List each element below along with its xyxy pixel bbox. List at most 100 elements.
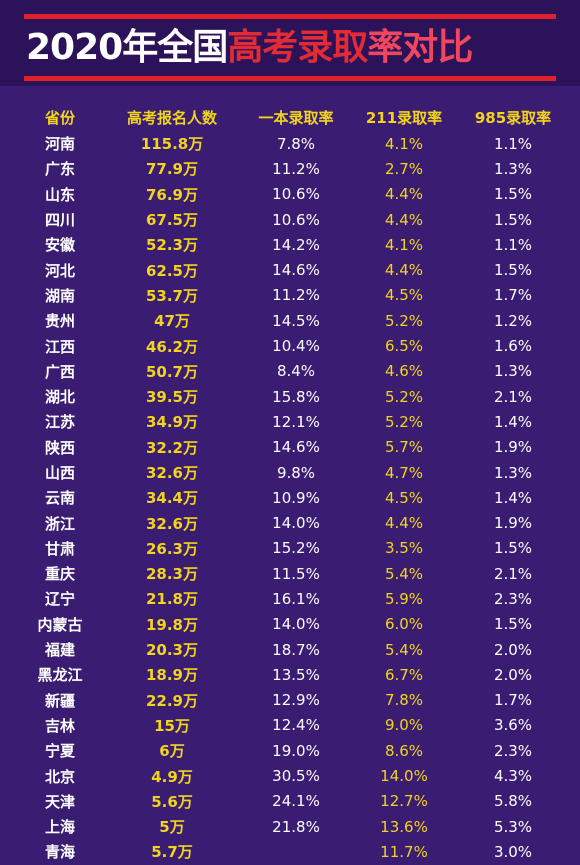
column-header-211-rate: 211录取率	[365, 108, 443, 127]
table-row: 福建 20.3万 18.7% 5.4% 2.0%	[18, 637, 568, 662]
province-cell: 江苏	[44, 413, 75, 432]
applicants-cell: 47万	[154, 312, 190, 331]
table-row: 河北 62.5万 14.6% 4.4% 1.5%	[18, 257, 568, 282]
table-row: 甘肃 26.3万 15.2% 3.5% 1.5%	[18, 536, 568, 561]
province-cell: 甘肃	[44, 539, 75, 558]
table-row: 四川 67.5万 10.6% 4.4% 1.5%	[18, 207, 568, 232]
table-row: 宁夏 6万 19.0% 8.6% 2.3%	[18, 738, 568, 763]
tier1-rate-cell: 14.6%	[272, 261, 320, 280]
title-part-year: 2020年全国	[26, 27, 228, 68]
applicants-cell: 19.8万	[145, 615, 198, 634]
province-cell: 吉林	[44, 716, 75, 735]
tier1-rate-cell: 9.8%	[276, 463, 316, 482]
province-cell: 陕西	[44, 438, 75, 457]
rate-985-cell: 1.5%	[493, 185, 533, 204]
table-row: 湖南 53.7万 11.2% 4.5% 1.7%	[18, 283, 568, 308]
table-row: 安徽 52.3万 14.2% 4.1% 1.1%	[18, 232, 568, 257]
column-header-province: 省份	[44, 108, 75, 127]
rate-985-cell: 1.4%	[493, 488, 533, 507]
province-cell: 上海	[44, 818, 75, 837]
province-cell: 四川	[44, 211, 75, 230]
province-cell: 山西	[44, 464, 75, 482]
rate-211-cell: 7.8%	[384, 691, 424, 710]
rate-211-cell: 5.4%	[384, 564, 424, 583]
rate-985-cell: 2.3%	[493, 589, 533, 608]
table-row: 新疆 22.9万 12.9% 7.8% 1.7%	[18, 688, 568, 713]
tier1-rate-cell: 11.2%	[272, 159, 320, 178]
province-cell: 湖北	[44, 388, 75, 407]
table-row: 上海 5万 21.8% 13.6% 5.3%	[18, 814, 568, 839]
applicants-cell: 18.9万	[145, 666, 198, 685]
rate-985-cell: 3.0%	[493, 842, 533, 861]
tier1-rate-cell: 21.8%	[272, 817, 320, 836]
table-row: 北京 4.9万 30.5% 14.0% 4.3%	[18, 763, 568, 788]
applicants-cell: 4.9万	[151, 767, 193, 786]
tier1-rate-cell: 14.5%	[272, 311, 320, 330]
applicants-cell: 115.8万	[140, 135, 204, 154]
rate-211-cell: 14.0%	[380, 767, 428, 786]
rate-985-cell: 1.3%	[493, 159, 533, 178]
province-cell: 黑龙江	[37, 666, 83, 685]
column-header-tier1-rate: 一本录取率	[258, 108, 334, 127]
applicants-cell: 20.3万	[145, 641, 198, 660]
applicants-cell: 67.5万	[145, 211, 198, 230]
province-cell: 河南	[44, 135, 75, 154]
applicants-cell: 34.4万	[145, 489, 198, 508]
table-row: 黑龙江 18.9万 13.5% 6.7% 2.0%	[18, 662, 568, 687]
admission-rate-table: 省份 高考报名人数 一本录取率 211录取率 985录取率 河南 115.8万 7.…	[18, 103, 568, 865]
province-cell: 山东	[44, 185, 75, 204]
title-rule-top	[24, 14, 556, 19]
applicants-cell: 32.6万	[145, 464, 198, 482]
title-part-compare: 率对比	[367, 27, 473, 68]
rate-211-cell: 5.4%	[384, 640, 424, 659]
province-cell: 北京	[44, 767, 75, 786]
table-row: 山东 76.9万 10.6% 4.4% 1.5%	[18, 182, 568, 207]
tier1-rate-cell: 12.9%	[272, 691, 320, 710]
tier1-rate-cell: 18.7%	[272, 640, 320, 659]
tier1-rate-cell: 10.9%	[272, 488, 320, 507]
table-row: 天津 5.6万 24.1% 12.7% 5.8%	[18, 789, 568, 814]
rate-985-cell: 4.3%	[493, 767, 533, 786]
rate-211-cell: 13.6%	[380, 817, 428, 836]
rate-985-cell: 1.1%	[493, 235, 533, 254]
applicants-cell: 15万	[154, 716, 190, 735]
tier1-rate-cell: 7.8%	[276, 134, 316, 153]
rate-985-cell: 1.7%	[493, 691, 533, 710]
rate-211-cell: 4.4%	[384, 514, 424, 533]
rate-211-cell: 11.7%	[380, 842, 428, 861]
province-cell: 内蒙古	[37, 615, 83, 634]
rate-985-cell: 2.1%	[493, 564, 533, 583]
rate-985-cell: 1.7%	[493, 286, 533, 305]
table-row: 浙江 32.6万 14.0% 4.4% 1.9%	[18, 510, 568, 535]
rate-211-cell: 5.2%	[384, 311, 424, 330]
tier1-rate-cell: 10.4%	[272, 337, 320, 356]
applicants-cell: 46.2万	[145, 337, 198, 356]
tier1-rate-cell: 30.5%	[272, 767, 320, 786]
table-row: 云南 34.4万 10.9% 4.5% 1.4%	[18, 485, 568, 510]
table-row: 广东 77.9万 11.2% 2.7% 1.3%	[18, 156, 568, 181]
rate-985-cell: 2.0%	[493, 665, 533, 684]
table-row: 内蒙古 19.8万 14.0% 6.0% 1.5%	[18, 612, 568, 637]
rate-211-cell: 2.7%	[384, 159, 424, 178]
rate-211-cell: 6.0%	[384, 615, 424, 634]
tier1-rate-cell: 14.0%	[272, 615, 320, 634]
province-cell: 天津	[44, 792, 75, 811]
tier1-rate-cell: 10.6%	[272, 210, 320, 229]
province-cell: 广东	[44, 160, 75, 179]
applicants-cell: 34.9万	[145, 413, 198, 432]
rate-211-cell: 5.2%	[384, 412, 424, 431]
applicants-cell: 32.2万	[145, 438, 198, 457]
table-row: 重庆 28.3万 11.5% 5.4% 2.1%	[18, 561, 568, 586]
province-cell: 福建	[44, 641, 75, 660]
rate-211-cell: 3.5%	[384, 539, 424, 558]
rate-211-cell: 4.4%	[384, 261, 424, 280]
table-row: 陕西 32.2万 14.6% 5.7% 1.9%	[18, 435, 568, 460]
table-row: 辽宁 21.8万 16.1% 5.9% 2.3%	[18, 586, 568, 611]
applicants-cell: 28.3万	[145, 565, 198, 584]
applicants-cell: 50.7万	[145, 362, 198, 381]
province-cell: 新疆	[44, 691, 75, 710]
applicants-cell: 22.9万	[145, 691, 198, 710]
rate-211-cell: 4.4%	[384, 185, 424, 204]
applicants-cell: 39.5万	[145, 388, 198, 407]
rate-985-cell: 2.3%	[493, 741, 533, 760]
